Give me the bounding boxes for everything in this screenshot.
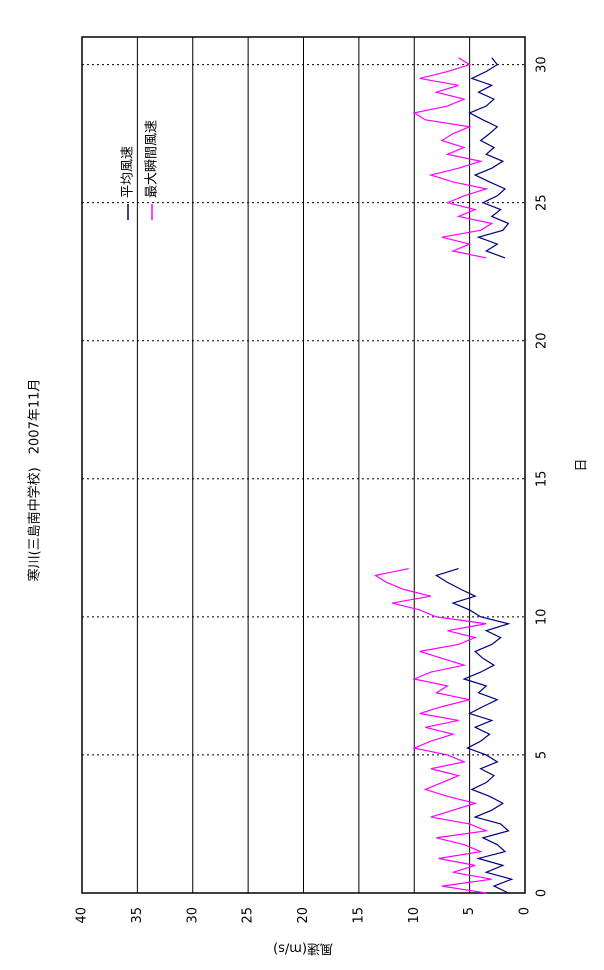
- x-tick-label: 30: [535, 56, 550, 73]
- y-axis-label: 風速(m/s): [273, 941, 333, 956]
- y-tick-label: 5: [462, 907, 477, 915]
- y-tick-label: 10: [407, 907, 422, 924]
- y-tick-label: 0: [518, 907, 533, 915]
- x-tick-label: 25: [535, 194, 550, 211]
- x-tick-label: 10: [535, 609, 550, 626]
- y-tick-label: 35: [130, 907, 145, 924]
- legend-label: 平均風速: [121, 146, 136, 198]
- x-tick-label: 15: [535, 471, 550, 488]
- y-tick-label: 25: [241, 907, 256, 924]
- chart-title: 寒川(三島南中学校) 2007年11月: [27, 379, 43, 582]
- x-tick-label: 5: [535, 751, 550, 759]
- y-tick-label: 40: [75, 907, 90, 924]
- y-tick-label: 20: [296, 907, 311, 924]
- plot-frame: [81, 36, 526, 894]
- y-tick-label: 30: [185, 907, 200, 924]
- data-line: [434, 57, 514, 894]
- x-tick-label: 20: [535, 332, 550, 349]
- legend-label: 最大瞬間風速: [145, 120, 160, 198]
- data-line: [373, 57, 494, 894]
- y-tick-label: 15: [351, 907, 366, 924]
- x-axis-label: 日: [575, 458, 590, 471]
- rotated-chart: 寒川(三島南中学校) 2007年11月 日 風速(m/s) 0 5 10 15 20 25…: [27, 36, 590, 956]
- x-tick-label: 0: [535, 889, 550, 897]
